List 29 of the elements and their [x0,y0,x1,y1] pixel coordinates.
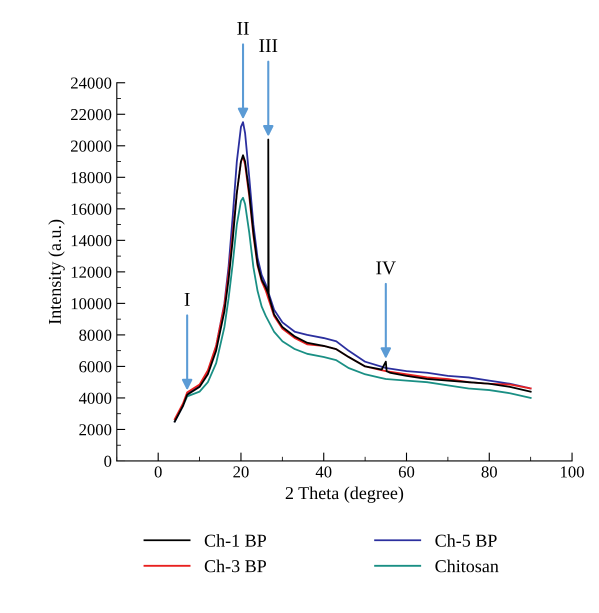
y-tick-label: 16000 [72,204,112,215]
x-axis-title: 2 Theta (degree) [286,486,404,503]
y-axis-title: Intensity (a.u.) [48,220,65,324]
annotation: II [237,22,249,35]
annotation: I [184,293,190,306]
x-tick-label: 40 [316,466,332,478]
x-tick-label: 20 [233,466,249,478]
x-tick-label: 60 [398,466,414,478]
y-tick-label: 2000 [79,424,112,436]
y-tick-label: 20000 [71,140,112,152]
x-tick-label: 0 [154,466,162,478]
y-tick-label: 14000 [72,235,112,246]
legend-label: Ch-3 BP [204,560,266,572]
y-tick-label: 22000 [71,108,112,120]
annotation: IV [376,261,396,275]
y-tick-label: 6000 [79,361,112,372]
x-tick-label: 80 [482,466,497,478]
x-tick-label: 100 [561,466,584,478]
y-tick-label: 24000 [71,77,112,89]
legend-label: Ch-1 BP [204,534,266,547]
y-tick-label: 0 [104,456,112,467]
y-tick-label: 18000 [72,172,112,184]
legend-label: Chitosan [435,560,499,572]
legend-label: Ch-5 BP [435,534,497,547]
y-tick-label: 12000 [72,266,112,278]
y-tick-label: 10000 [72,298,112,310]
y-tick-label: 4000 [78,392,112,404]
y-tick-label: 8000 [79,330,112,341]
annotation: III [259,39,278,52]
